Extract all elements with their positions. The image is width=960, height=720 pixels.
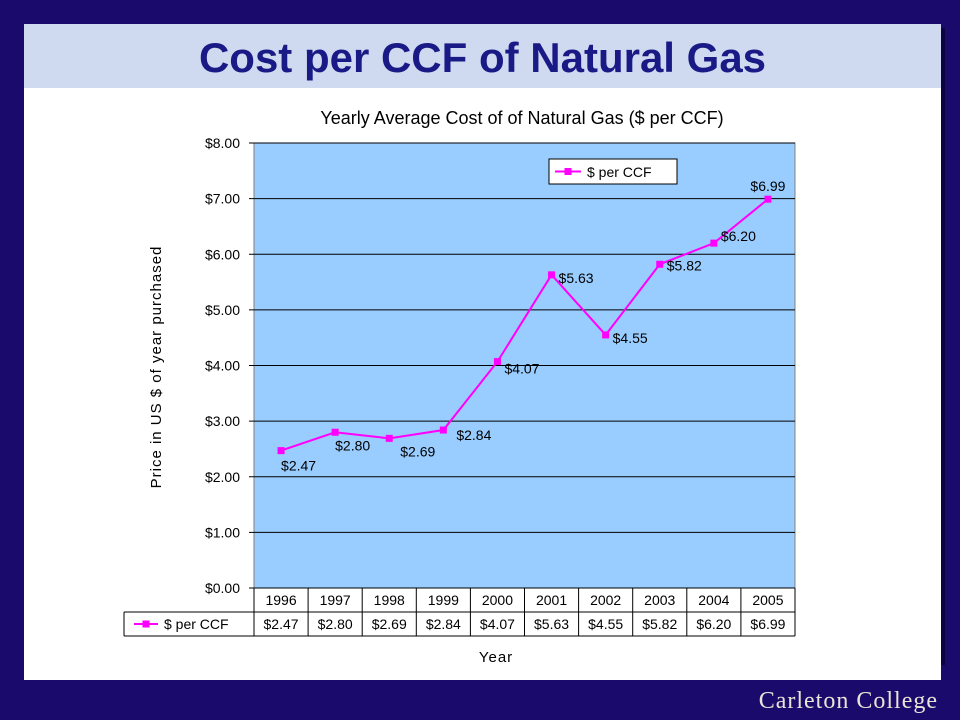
data-label: $2.80 xyxy=(335,437,370,453)
data-point xyxy=(764,195,772,203)
y-tick-label: $8.00 xyxy=(205,135,240,151)
x-category-label: 2001 xyxy=(536,592,567,608)
series-layer: $2.47 $2.80 $2.69 $2.84 $4.07 $5.63 $4.55 $5.82… xyxy=(277,178,786,474)
y-tick-label: $1.00 xyxy=(205,524,240,540)
title-band xyxy=(24,24,941,88)
data-point xyxy=(277,447,285,455)
footer-brand: Carleton College xyxy=(758,688,938,714)
x-category-label: 1998 xyxy=(374,592,405,608)
y-axis-ticks: $0.00 $1.00 $2.00 $3.00 $4.00 $5.00 $6.00 $7.00… xyxy=(205,135,254,596)
data-point xyxy=(656,260,664,268)
x-category-label: 1996 xyxy=(265,592,296,608)
x-category-label: 2002 xyxy=(590,592,621,608)
y-axis-title: Price in US $ of year purchased xyxy=(148,246,165,489)
table-value: $2.80 xyxy=(318,616,353,632)
y-tick-label: $4.00 xyxy=(205,358,240,374)
table-value: $2.84 xyxy=(426,616,461,632)
y-tick-label: $6.00 xyxy=(205,246,240,262)
data-point xyxy=(331,428,339,436)
data-label: $2.47 xyxy=(281,458,316,474)
data-point xyxy=(548,271,556,279)
data-label: $2.84 xyxy=(456,427,491,443)
table-value: $2.47 xyxy=(264,616,299,632)
data-label: $5.82 xyxy=(667,257,702,273)
x-category-label: 2005 xyxy=(752,592,783,608)
table-value: $5.63 xyxy=(534,616,569,632)
x-category-label: 2003 xyxy=(644,592,675,608)
data-point xyxy=(602,331,610,339)
legend-label: $ per CCF xyxy=(587,164,652,180)
data-point xyxy=(710,239,718,247)
y-tick-label: $0.00 xyxy=(205,580,240,596)
data-label: $6.20 xyxy=(721,228,756,244)
data-point xyxy=(385,434,393,442)
data-label: $4.55 xyxy=(613,330,648,346)
table-value: $2.69 xyxy=(372,616,407,632)
legend: $ per CCF xyxy=(548,158,678,185)
data-label: $5.63 xyxy=(559,270,594,286)
x-category-label: 1997 xyxy=(320,592,351,608)
x-category-label: 1999 xyxy=(428,592,459,608)
table-legend-label: $ per CCF xyxy=(164,616,229,632)
data-table: 1996 1997 1998 1999 2000 2001 2002 2003 2004 2005… xyxy=(123,587,796,637)
table-value: $6.20 xyxy=(696,616,731,632)
data-label: $4.07 xyxy=(504,361,539,377)
data-point xyxy=(493,358,501,366)
y-tick-label: $7.00 xyxy=(205,191,240,207)
chart-title: Yearly Average Cost of of Natural Gas ($… xyxy=(320,108,723,128)
x-category-label: 2004 xyxy=(698,592,729,608)
table-legend-marker xyxy=(142,620,150,628)
table-value: $4.55 xyxy=(588,616,623,632)
legend-marker xyxy=(564,168,572,175)
series-line xyxy=(280,198,769,452)
data-label: $6.99 xyxy=(750,178,785,194)
y-tick-label: $2.00 xyxy=(205,469,240,485)
x-category-label: 2000 xyxy=(482,592,513,608)
data-point xyxy=(439,426,447,434)
table-value: $5.82 xyxy=(642,616,677,632)
slide-title: Cost per CCF of Natural Gas xyxy=(198,34,767,81)
y-tick-label: $5.00 xyxy=(205,302,240,318)
y-tick-label: $3.00 xyxy=(205,413,240,429)
data-label: $2.69 xyxy=(400,443,435,459)
table-value: $6.99 xyxy=(750,616,785,632)
table-value: $4.07 xyxy=(480,616,515,632)
x-axis-title: Year xyxy=(479,649,513,666)
